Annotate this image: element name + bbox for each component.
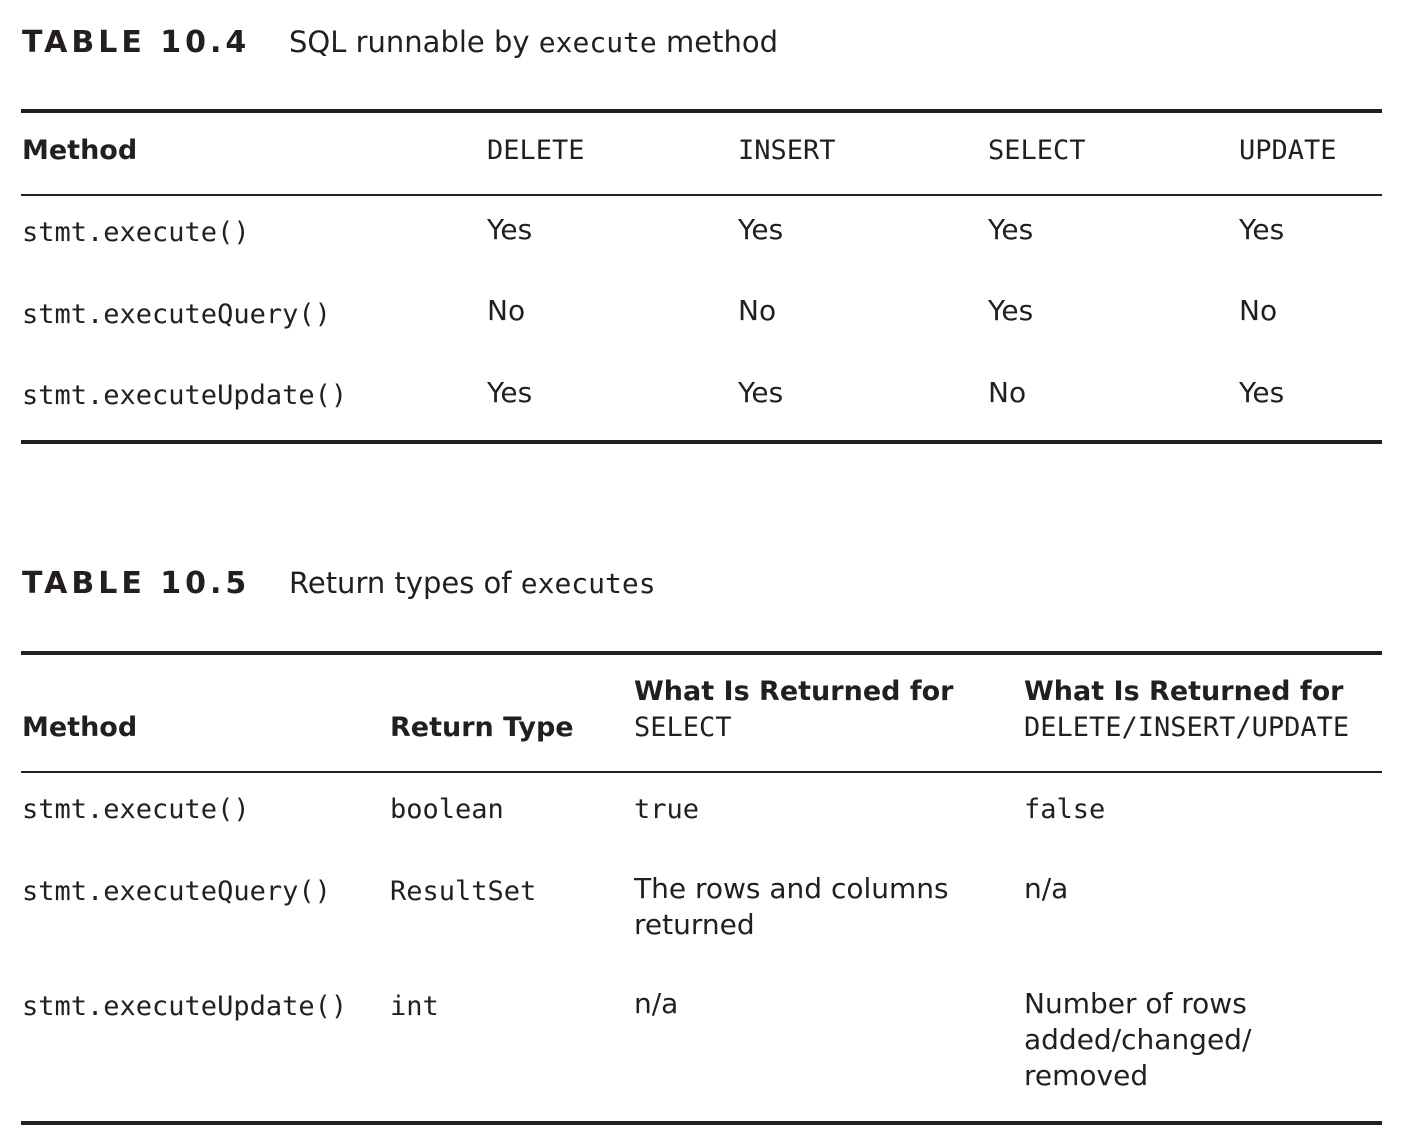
table-10-4-row-1-method: stmt.execute() (22, 217, 250, 248)
table-10-4-label: TABLE 10.4 (22, 24, 251, 60)
table-10-4-header-method: Method (22, 135, 138, 166)
table-10-5-row-2-select-line-1: The rows and columns (634, 872, 949, 905)
table-10-5-row-3-dml-line-1: Number of rows (1024, 987, 1247, 1020)
table-10-5-row-2-select: The rows and columns returned (634, 871, 949, 943)
table-10-5-row-3-dml: Number of rows added/changed/ removed (1024, 986, 1251, 1094)
table-10-5-row-3-dml-line-2: added/changed/ (1024, 1023, 1252, 1056)
table-10-5-row-1-dml: false (1024, 794, 1106, 825)
table-10-5-row-1-method: stmt.execute() (22, 794, 250, 825)
table-10-4-row-2-delete: No (487, 294, 526, 327)
table-10-4-row-1-select: Yes (988, 213, 1034, 246)
table-10-4-title: SQL runnable by execute method (289, 25, 778, 59)
table-10-4-row-1-insert: Yes (738, 213, 784, 246)
table-10-4-row-3-delete: Yes (487, 376, 533, 409)
table-10-4-row-3-select: No (988, 376, 1027, 409)
table-10-5-row-3-method: stmt.executeUpdate() (22, 991, 348, 1022)
table-10-5-caption: TABLE 10.5 Return types of executes (22, 563, 656, 603)
table-10-5-header-select-line-1: What Is Returned for (634, 676, 954, 707)
table-10-5-row-2-method: stmt.executeQuery() (22, 876, 331, 907)
table-10-5-title: Return types of executes (289, 566, 656, 600)
table-10-4-caption: TABLE 10.4 SQL runnable by execute metho… (22, 22, 778, 62)
table-10-5-row-2-select-line-2: returned (634, 908, 755, 941)
table-10-4-row-1-delete: Yes (487, 213, 533, 246)
table-10-4-header-update: UPDATE (1239, 135, 1337, 166)
table-10-4-header-insert: INSERT (738, 135, 836, 166)
table-10-4-row-3-method: stmt.executeUpdate() (22, 380, 348, 411)
table-10-5-row-3-dml-line-3: removed (1024, 1059, 1149, 1092)
table-10-5-header-method: Method (22, 712, 138, 743)
table-10-4-top-rule (21, 109, 1382, 113)
table-10-4-row-3-insert: Yes (738, 376, 784, 409)
table-10-4-title-suffix: method (656, 25, 778, 59)
table-10-5-header-dml-line-2: DELETE/INSERT/UPDATE (1024, 712, 1350, 743)
table-10-5-bottom-rule (21, 1121, 1382, 1125)
table-10-5-row-2-dml: n/a (1024, 872, 1069, 905)
table-10-4-row-2-select: Yes (988, 294, 1034, 327)
table-10-5-label: TABLE 10.5 (22, 565, 251, 601)
table-10-5-row-3-select: n/a (634, 987, 679, 1020)
table-10-5-header-select: What Is Returned for SELECT (634, 674, 953, 746)
table-10-5-row-2-return-type: ResultSet (390, 876, 537, 907)
table-10-4-row-2-method: stmt.executeQuery() (22, 299, 331, 330)
table-10-5-top-rule (21, 651, 1382, 655)
table-10-4-header-delete: DELETE (487, 135, 585, 166)
table-10-5-title-code: executes (520, 567, 656, 600)
table-10-4-row-2-update: No (1239, 294, 1278, 327)
table-10-5-row-1-return-type: boolean (390, 794, 504, 825)
table-10-5-header-rule (21, 771, 1382, 773)
table-10-4-row-1-update: Yes (1239, 213, 1285, 246)
table-10-4-row-2-insert: No (738, 294, 777, 327)
table-10-5-row-3-return-type: int (390, 991, 439, 1022)
table-10-5-header-dml: What Is Returned for DELETE/INSERT/UPDAT… (1024, 674, 1349, 746)
table-10-4-row-3-update: Yes (1239, 376, 1285, 409)
table-10-4-bottom-rule (21, 440, 1382, 444)
table-10-5-header-return-type: Return Type (390, 712, 574, 743)
table-10-5-row-1-select: true (634, 794, 700, 825)
table-10-4-header-select: SELECT (988, 135, 1086, 166)
table-10-4-header-rule (21, 194, 1382, 196)
table-10-4-title-prefix: SQL runnable by (289, 25, 539, 59)
table-10-5-header-select-line-2: SELECT (634, 712, 732, 743)
table-10-5-title-prefix: Return types of (289, 566, 521, 600)
table-10-5-header-dml-line-1: What Is Returned for (1024, 676, 1344, 707)
table-10-4-title-code: execute (538, 26, 657, 59)
